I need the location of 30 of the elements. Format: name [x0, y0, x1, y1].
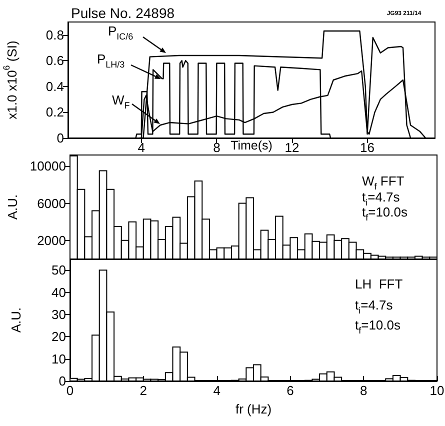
y-tick-label: 2000: [37, 232, 66, 248]
x-tick-label: 8: [213, 140, 220, 155]
x-tick-label: 16: [360, 140, 374, 155]
y-tick-label: 10: [52, 351, 66, 366]
x-tick-label: 10: [430, 383, 444, 398]
y-tick-label: 50: [52, 262, 66, 278]
y-axis-title: A.U.: [8, 307, 24, 333]
y-tick-label: 20: [52, 329, 66, 344]
y-tick-label: 0: [58, 374, 66, 388]
y-tick-label: 6000: [37, 196, 66, 211]
x-tick-label: 4: [138, 140, 146, 155]
y-tick-label: 0.4: [46, 78, 64, 94]
x-tick-label: 6: [286, 383, 294, 398]
y-tick-label: 0.2: [46, 104, 64, 120]
y-tick-label: 30: [52, 306, 66, 322]
x-tick-label: 4: [213, 383, 220, 398]
y-tick-label: 10000: [30, 158, 66, 174]
x-axis-title: fr (Hz): [235, 402, 272, 416]
chart-title: Pulse No. 24898: [71, 5, 175, 21]
x-tick-label: 8: [360, 383, 368, 398]
y-axis-title: x1.0 x106 (SI): [2, 40, 20, 120]
x-tick-label: 12: [284, 140, 300, 155]
y-tick-label: 0.6: [46, 53, 64, 68]
annotation: LH FFT: [355, 276, 403, 292]
y-tick-label: 0.8: [46, 27, 64, 42]
y-tick-label: 0: [56, 130, 64, 146]
x-tick-label: 2: [140, 383, 148, 398]
y-tick-label: 40: [52, 284, 66, 300]
y-axis-title: A.U.: [4, 194, 20, 220]
x-axis-title: Time(s): [230, 138, 272, 152]
